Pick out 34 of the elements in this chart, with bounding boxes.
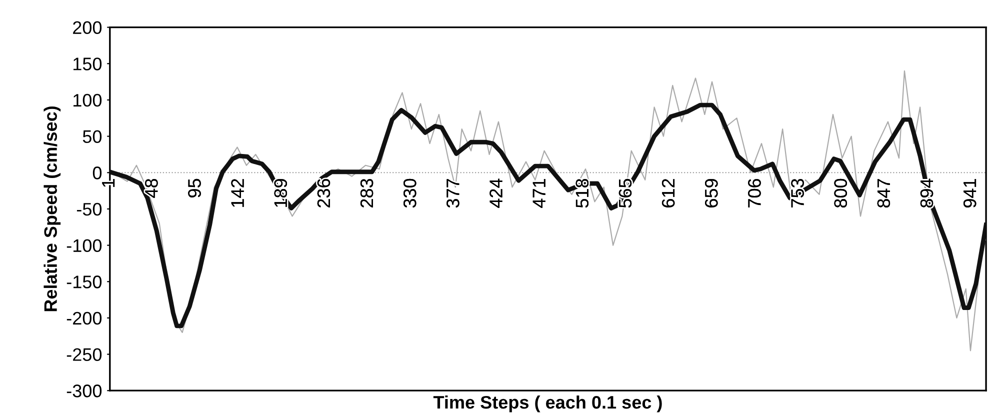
x-tick-label: 1 <box>102 179 115 187</box>
x-axis-title: Time Steps ( each 0.1 sec ) <box>433 395 662 412</box>
y-tick-label: 0 <box>92 166 102 180</box>
x-tick-label: 847 <box>877 179 890 208</box>
x-tick-label: 612 <box>662 179 675 208</box>
x-tick-label: 236 <box>317 178 330 208</box>
y-tick-label: -100 <box>66 239 102 252</box>
x-tick-label: 659 <box>704 179 718 208</box>
x-tick-label: 142 <box>231 179 244 207</box>
y-tick-label: -300 <box>66 384 102 398</box>
y-tick-label: 50 <box>82 130 102 144</box>
x-tick-label: 424 <box>490 178 502 208</box>
x-tick-label: 706 <box>748 178 761 208</box>
y-tick-label: 150 <box>74 58 102 70</box>
x-tick-label: 330 <box>403 178 416 208</box>
x-tick-label: 800 <box>834 178 847 208</box>
x-tick-label: 518 <box>576 178 589 208</box>
x-tick-label: 753 <box>791 178 804 208</box>
x-tick-label: 95 <box>188 178 201 198</box>
y-tick-label: 100 <box>74 94 102 107</box>
y-tick-label: -200 <box>66 312 102 325</box>
y-tick-label: -50 <box>76 202 102 216</box>
y-axis-title: Relative Speed (cm/sec) <box>44 106 61 312</box>
x-tick-label: 283 <box>360 178 374 208</box>
x-tick-label: 941 <box>963 179 976 208</box>
y-tick-label: 200 <box>73 21 102 34</box>
x-tick-label: 189 <box>274 179 288 207</box>
x-tick-label: 565 <box>618 178 632 208</box>
x-tick-label: 894 <box>920 178 934 208</box>
x-tick-label: 471 <box>532 179 546 208</box>
y-tick-label: -150 <box>66 276 102 288</box>
x-tick-label: 48 <box>145 178 158 198</box>
y-tick-label: -250 <box>66 348 102 361</box>
x-tick-label: 377 <box>446 179 460 208</box>
